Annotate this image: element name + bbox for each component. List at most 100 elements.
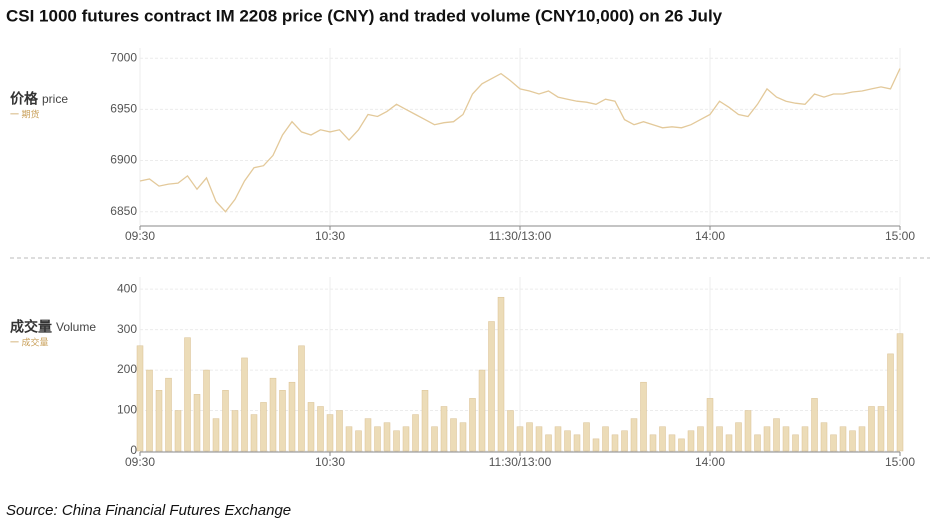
x-tick-label: 10:30 bbox=[315, 455, 345, 469]
volume-bar bbox=[754, 434, 761, 452]
y-tick-label: 200 bbox=[117, 362, 137, 376]
volume-bar bbox=[896, 333, 904, 452]
volume-bar bbox=[269, 377, 277, 452]
volume-bar bbox=[393, 430, 400, 452]
volume-bar bbox=[478, 369, 486, 452]
volume-bar bbox=[830, 434, 837, 452]
y-tick-label: 400 bbox=[117, 281, 137, 295]
price-line bbox=[139, 68, 901, 213]
volume-bar bbox=[469, 398, 476, 452]
volume-bar bbox=[307, 402, 315, 452]
volume-bar bbox=[250, 414, 258, 452]
volume-bar bbox=[193, 394, 201, 452]
volume-bar bbox=[868, 406, 875, 452]
volume-bar bbox=[279, 390, 286, 452]
volume-bar bbox=[526, 422, 533, 452]
x-tick-label: 15:00 bbox=[885, 229, 915, 243]
volume-bar bbox=[592, 438, 600, 452]
volume-bar bbox=[402, 426, 410, 452]
volume-bar bbox=[345, 426, 353, 452]
y-tick-label: 6950 bbox=[110, 102, 137, 116]
volume-bar bbox=[288, 381, 296, 452]
volume-bar bbox=[165, 377, 172, 452]
volume-bar bbox=[801, 426, 809, 452]
volume-bar bbox=[136, 345, 144, 452]
volume-bar bbox=[317, 406, 324, 452]
legend-entry: 一 成交量 bbox=[10, 336, 49, 347]
volume-bar bbox=[260, 402, 267, 452]
y-tick-label: 6850 bbox=[110, 204, 137, 218]
y-axis-label: 成交量 bbox=[10, 319, 52, 335]
volume-bar bbox=[649, 434, 657, 452]
volume-bar bbox=[640, 381, 647, 452]
volume-bar bbox=[697, 426, 704, 452]
volume-bar bbox=[554, 426, 562, 452]
volume-bar bbox=[602, 426, 609, 452]
volume-bar bbox=[431, 426, 438, 452]
volume-bar bbox=[744, 410, 752, 452]
volume-bar bbox=[725, 434, 733, 452]
y-tick-label: 6900 bbox=[110, 153, 137, 167]
volume-bar bbox=[298, 345, 305, 452]
volume-bar bbox=[203, 369, 210, 452]
volume-bar bbox=[241, 357, 248, 452]
volume-bar bbox=[849, 430, 856, 452]
volume-bar bbox=[535, 426, 543, 452]
volume-bar bbox=[355, 430, 362, 452]
volume-bar bbox=[231, 410, 239, 452]
volume-bar bbox=[545, 434, 552, 452]
x-tick-label: 10:30 bbox=[315, 229, 345, 243]
volume-bar bbox=[374, 426, 381, 452]
volume-bar bbox=[887, 353, 894, 452]
y-tick-label: 100 bbox=[117, 403, 137, 417]
volume-bar bbox=[611, 434, 619, 452]
volume-bar bbox=[811, 398, 818, 452]
legend-entry: 一 期货 bbox=[10, 108, 40, 119]
y-axis-label-sub: Volume bbox=[56, 320, 96, 334]
volume-bar bbox=[716, 426, 723, 452]
volume-bar bbox=[763, 426, 771, 452]
volume-bar bbox=[678, 438, 685, 452]
volume-bar bbox=[459, 422, 467, 452]
volume-bar bbox=[792, 434, 799, 452]
volume-bar bbox=[336, 410, 343, 452]
volume-bar bbox=[630, 418, 638, 452]
x-tick-label: 09:30 bbox=[125, 455, 155, 469]
volume-bar bbox=[364, 418, 372, 452]
chart-title: CSI 1000 futures contract IM 2208 price … bbox=[6, 6, 723, 25]
y-tick-label: 7000 bbox=[110, 50, 137, 64]
volume-bar bbox=[782, 426, 790, 452]
x-tick-label: 15:00 bbox=[885, 455, 915, 469]
volume-bar bbox=[174, 410, 182, 452]
x-tick-label: 14:00 bbox=[695, 455, 725, 469]
volume-bar bbox=[668, 434, 676, 452]
x-tick-label: 09:30 bbox=[125, 229, 155, 243]
volume-bar bbox=[507, 410, 514, 452]
y-tick-label: 0 bbox=[130, 443, 137, 457]
volume-bar bbox=[326, 414, 334, 452]
volume-bar bbox=[687, 430, 695, 452]
volume-bar bbox=[773, 418, 780, 452]
x-tick-label: 11:30/13:00 bbox=[489, 229, 552, 243]
volume-bar bbox=[706, 398, 714, 452]
volume-bar bbox=[488, 321, 495, 452]
volume-bar bbox=[184, 337, 191, 452]
source: Source: China Financial Futures Exchange bbox=[6, 502, 291, 519]
volume-bar bbox=[839, 426, 847, 452]
volume-bar bbox=[222, 390, 229, 452]
volume-bar bbox=[155, 390, 163, 452]
volume-bar bbox=[421, 390, 429, 452]
x-tick-label: 11:30/13:00 bbox=[489, 455, 552, 469]
volume-bar bbox=[573, 434, 581, 452]
y-axis-label-sub: price bbox=[42, 92, 68, 106]
volume-bar bbox=[440, 406, 448, 452]
y-tick-label: 300 bbox=[117, 322, 137, 336]
volume-bar bbox=[450, 418, 457, 452]
x-tick-label: 14:00 bbox=[695, 229, 725, 243]
volume-bar bbox=[516, 426, 524, 452]
volume-bar bbox=[212, 418, 220, 452]
volume-bar bbox=[858, 426, 866, 452]
volume-bar bbox=[735, 422, 742, 452]
volume-bar bbox=[383, 422, 391, 452]
